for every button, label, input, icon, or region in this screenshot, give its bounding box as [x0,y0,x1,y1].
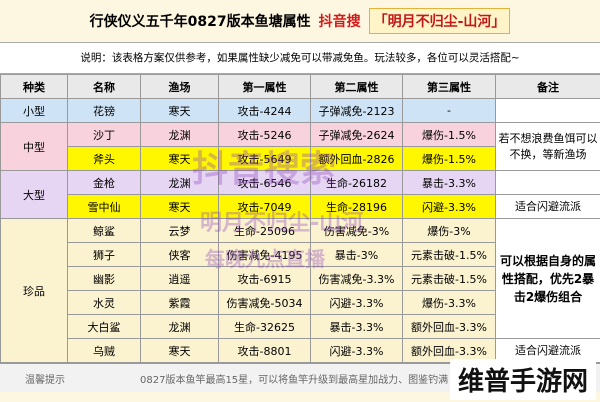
type-cell: 小型 [0,98,68,123]
logo: 维普手游网 [449,359,596,400]
watermark: 每晚九点直播 [205,247,325,271]
remark: 适合闪避流派 [495,338,600,363]
cell: 云梦 [140,218,219,243]
table-row: 幽影 逍遥 攻击-6915 伤害减免-3.3% 元素击破-1.5% [0,266,600,291]
cell: 侠客 [140,242,219,267]
column-header: 第三属性 [402,74,496,99]
column-header: 第二属性 [310,74,403,99]
remark: 可以根据自身的属性搭配，优先2暴击2爆伤组合 [495,218,600,339]
type-cell: 大型 [0,170,68,219]
cell: 爆伤-1.5% [402,146,496,171]
cell: 金枪 [67,170,141,195]
cell: 寒天 [140,146,219,171]
cell: 生命-28196 [310,194,403,219]
cell: 元素击破-1.5% [402,266,496,291]
table-row: 狮子 侠客 伤害减免-4195 暴击-3% 元素击破-1.5% [0,242,600,267]
remark: 若不想浪费鱼饵可以不换，等新渔场 [495,122,600,171]
cell: 生命-26182 [310,170,403,195]
cell: 额外回血-3.3% [402,338,496,363]
cell: 鲸鲨 [67,218,141,243]
cell: 雪中仙 [67,194,141,219]
cell: 元素击破-1.5% [402,242,496,267]
cell: 龙渊 [140,314,219,339]
cell: 攻击-6915 [218,266,311,291]
cell: 幽影 [67,266,141,291]
column-header: 名称 [67,74,141,99]
type-cell: 中型 [0,122,68,171]
footer-text: 0827版本鱼竿最高15星，可以将鱼竿升级到最高星加战力、图鉴钓满 [140,374,449,386]
cell: 闪避-3.3% [310,338,403,363]
cell: 攻击-5649 [218,146,311,171]
cell: 大白鲨 [67,314,141,339]
header-row: 种类 名称 渔场 第一属性 第二属性 第三属性 备注 [0,74,600,99]
column-header: 备注 [495,74,600,99]
cell: 伤害减免-3.3% [310,266,403,291]
table-row: 乌贼 寒天 攻击-8801 闪避-3.3% 额外回血-3.3% 适合闪避流派 [0,338,600,363]
cell: 爆伤-3.3% [402,290,496,315]
cell: 寒天 [140,98,219,123]
type-cell: 珍品 [0,218,68,363]
cell: 额外回血-3.3% [402,314,496,339]
column-header: 种类 [0,74,68,99]
cell: 狮子 [67,242,141,267]
table-row: 小型 花镑 寒天 攻击-4244 子弹减免-2123- [0,98,600,123]
cell: - [402,98,496,123]
cell: 伤害减免-5034 [218,290,311,315]
cell: 闪避-3.3% [402,194,496,219]
cell: 紫霞 [140,290,219,315]
cell: 攻击-5246 [218,122,311,147]
table-row: 中型 沙丁 龙渊 攻击-5246 子弹减免-2624 爆伤-1.5% 若不想浪费鱼饵可以不换… [0,122,600,171]
cell: 斧头 [67,146,141,171]
table-row: 雪中仙 寒天 攻击-7049 生命-28196 闪避-3.3% 适合闪避流派 [0,194,600,219]
watermark: 抖音搜索 [192,149,337,190]
cell: 花镑 [67,98,141,123]
remark: 适合闪避流派 [495,194,600,219]
cell: 额外回血-2826 [310,146,403,171]
cell: 乌贼 [67,338,141,363]
note: 说明：该表格方案仅供参考，如果属性缺少减免可以带减免鱼。玩法较多，各位可以灵活搭… [0,42,600,74]
cell: 伤害减免-4195 [218,242,311,267]
search-label: 抖音搜 [318,14,361,30]
title-bar: 行侠仪义五千年0827版本鱼塘属性 抖音搜 「明月不归尘-山河」 [0,0,600,42]
cell: 攻击-4244 [218,98,311,123]
watermark: 明月不归尘-山河 [200,211,364,236]
cell: 闪避-3.3% [310,290,403,315]
table: 种类 名称 渔场 第一属性 第二属性 第三属性 备注 小型 花镑 寒天 攻击-4244 子弹减免-21… [0,74,600,363]
remark-empty [495,170,600,195]
cell: 寒天 [140,338,219,363]
table-row: 珍品 鲸鲨 云梦 生命-25096 伤害减免-3% 爆伤-3% 可以根据自身的属性搭配，优先… [0,218,600,363]
account: 「明月不归尘-山河」 [368,8,511,34]
cell: 寒天 [140,194,219,219]
cell: 爆伤-3% [402,218,496,243]
cell: 攻击-6546 [218,170,311,195]
cell: 子弹减免-2624 [310,122,403,147]
cell: 爆伤-1.5% [402,122,496,147]
cell: 暴击-3.3% [310,314,403,339]
cell: 伤害减免-3% [310,218,403,243]
cell: 生命-32625 [218,314,311,339]
title: 行侠仪义五千年0827版本鱼塘属性 [89,14,311,30]
remark-empty [495,98,600,123]
table-row: 大型 金枪 龙渊 攻击-6546 生命-26182 暴击-3.3% [0,170,600,219]
cell: 暴击-3.3% [402,170,496,195]
cell: 水灵 [67,290,141,315]
column-header: 第一属性 [218,74,311,99]
cell: 攻击-8801 [218,338,311,363]
cell: 子弹减免-2123 [310,98,403,123]
column-header: 渔场 [140,74,219,99]
footer-label: 温馨提示 [25,374,65,386]
cell: 沙丁 [67,122,141,147]
